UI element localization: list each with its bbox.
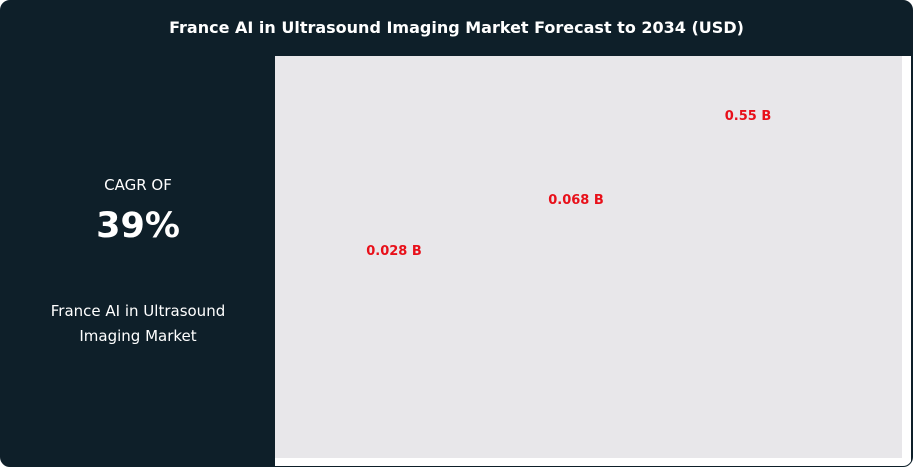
data-label-2: 0.068 B — [548, 193, 604, 208]
plot-area: 0.028 B 0.068 B 0.55 B — [275, 56, 902, 458]
data-label-1: 0.028 B — [366, 244, 422, 259]
summary-panel: CAGR OF 39% France AI in Ultrasound Imag… — [1, 56, 275, 466]
cagr-value: 39% — [96, 206, 180, 246]
chart-title: France AI in Ultrasound Imaging Market F… — [169, 18, 744, 37]
data-label-3: 0.55 B — [724, 109, 772, 124]
market-name: France AI in Ultrasound Imaging Market — [50, 302, 226, 345]
cagr-label: CAGR OF — [104, 176, 172, 194]
chart-area: 0.028 B 0.068 B 0.55 B — [275, 56, 911, 466]
